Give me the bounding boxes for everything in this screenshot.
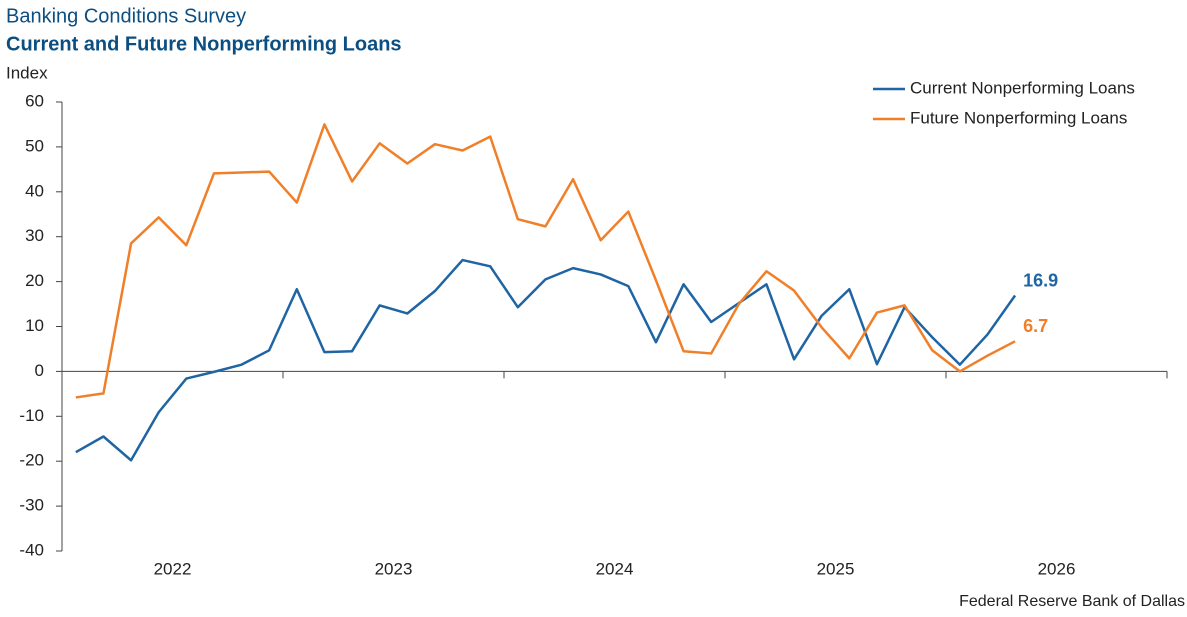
chart-subtitle: Current and Future Nonperforming Loans [6, 33, 402, 55]
y-tick-label: 60 [25, 91, 44, 110]
y-tick-label: 0 [35, 361, 44, 380]
y-tick-label: -40 [19, 540, 44, 559]
chart-title: Banking Conditions Survey [6, 5, 246, 27]
end-value-label: 6.7 [1023, 316, 1048, 336]
y-tick-label: -20 [19, 451, 44, 470]
series-line [75, 258, 1017, 462]
legend-label: Current Nonperforming Loans [910, 78, 1135, 97]
x-tick-label: 2022 [154, 559, 192, 578]
y-tick-label: 50 [25, 136, 44, 155]
x-tick-label: 2026 [1038, 559, 1076, 578]
series-line [75, 123, 1016, 399]
x-tick-label: 2023 [375, 559, 413, 578]
y-tick-label: 10 [25, 316, 44, 335]
source: Federal Reserve Bank of Dallas [959, 593, 1185, 610]
x-tick-label: 2025 [817, 559, 855, 578]
end-value-label: 16.9 [1023, 270, 1058, 290]
y-axis-label: Index [6, 63, 48, 82]
y-tick-label: 40 [25, 181, 44, 200]
y-tick-label: -30 [19, 496, 44, 515]
y-tick-label: -10 [19, 406, 44, 425]
y-tick-label: 30 [25, 226, 44, 245]
x-tick-label: 2024 [596, 559, 634, 578]
legend-label: Future Nonperforming Loans [910, 108, 1127, 127]
y-tick-label: 20 [25, 271, 44, 290]
